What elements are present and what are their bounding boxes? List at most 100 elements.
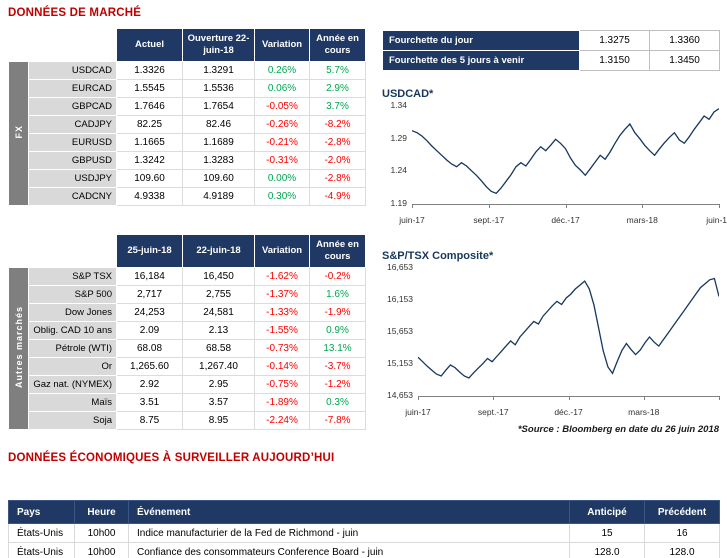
table-row: Soja 8.75 8.95 -2.24% -7.8% [9, 411, 366, 430]
cell-variation: 0.00% [254, 169, 310, 188]
cell-date1: 3.51 [116, 393, 183, 412]
table-row: EURCAD 1.5545 1.5536 0.06% 2.9% [9, 79, 366, 98]
cell-date2: 2.95 [182, 375, 255, 394]
range-low: 1.3150 [579, 50, 650, 71]
cell-date1: 68.08 [116, 339, 183, 358]
econ-header-evenement: Événement [128, 500, 570, 524]
row-label: USDJPY [28, 169, 117, 188]
x-tick-label: sept.-17 [473, 215, 505, 225]
tsx-plot-area [418, 266, 720, 400]
table-row: Dow Jones 24,253 24,581 -1.33% -1.9% [9, 303, 366, 322]
cell-variation: -0.31% [254, 151, 310, 170]
x-axis-labels: juin-17 sept.-17 déc.-17 mars-18 juin-18 [399, 212, 727, 225]
cell-date1: 2.92 [116, 375, 183, 394]
cell-variation: -0.26% [254, 115, 310, 134]
row-label: USDCAD [28, 61, 117, 80]
range-label: Fourchette des 5 jours à venir [382, 50, 580, 71]
table-row: États-Unis 10h00 Indice manufacturier de… [8, 523, 720, 543]
econ-header-pays: Pays [8, 500, 75, 524]
cell-actuel: 4.9338 [116, 187, 183, 206]
table-row: Fourchette des 5 jours à venir 1.3150 1.… [382, 50, 720, 71]
cell-variation: -0.14% [254, 357, 310, 376]
cell-ytd: 3.7% [309, 97, 366, 116]
cell-ytd: -1.9% [309, 303, 366, 322]
cell-ytd: 5.7% [309, 61, 366, 80]
axis-tick [488, 204, 490, 208]
table-row: Gaz nat. (NYMEX) 2.92 2.95 -0.75% -1.2% [9, 375, 366, 394]
axis-tick [568, 396, 570, 400]
cell-date2: 2.13 [182, 321, 255, 340]
cell-date1: 2,717 [116, 285, 183, 304]
row-label: CADJPY [28, 115, 117, 134]
table-row: GBPUSD 1.3242 1.3283 -0.31% -2.0% [9, 151, 366, 170]
fx-header-ytd: Année en cours [309, 28, 366, 62]
markets-header-row: 25-juin-18 22-juin-18 Variation Année en… [9, 234, 366, 268]
table-row: CADJPY 82.25 82.46 -0.26% -8.2% [9, 115, 366, 134]
x-tick-label: juin-18 [706, 215, 727, 225]
cell-ytd: -0.2% [309, 267, 366, 286]
cell-precedent: 128.0 [644, 542, 720, 558]
fx-header-ouverture: Ouverture 22-juin-18 [182, 28, 255, 62]
table-row: GBPCAD 1.7646 1.7654 -0.05% 3.7% [9, 97, 366, 116]
cell-variation: 0.26% [254, 61, 310, 80]
cell-actuel: 82.25 [116, 115, 183, 134]
cell-date1: 2.09 [116, 321, 183, 340]
cell-variation: 0.06% [254, 79, 310, 98]
table-row: EURUSD 1.1665 1.1689 -0.21% -2.8% [9, 133, 366, 152]
cell-date1: 16,184 [116, 267, 183, 286]
cell-ytd: -7.8% [309, 411, 366, 430]
y-tick-label: 16,653 [387, 262, 413, 272]
axis-tick [493, 396, 495, 400]
chart-title: USDCAD* [382, 88, 434, 100]
cell-date2: 3.57 [182, 393, 255, 412]
cell-pays: États-Unis [8, 523, 75, 543]
y-tick-label: 15,153 [387, 358, 413, 368]
cell-precedent: 16 [644, 523, 720, 543]
cell-ouverture: 4.9189 [182, 187, 255, 206]
cell-date2: 1,267.40 [182, 357, 255, 376]
cell-ouverture: 1.5536 [182, 79, 255, 98]
fx-header-row: Actuel Ouverture 22-juin-18 Variation An… [9, 28, 366, 62]
cell-variation: -0.05% [254, 97, 310, 116]
cell-actuel: 1.1665 [116, 133, 183, 152]
cell-date2: 24,581 [182, 303, 255, 322]
cell-ytd: -2.8% [309, 133, 366, 152]
axis-tick [412, 204, 413, 208]
y-tick-label: 15,653 [387, 326, 413, 336]
y-tick-label: 1.34 [390, 100, 407, 110]
cell-variation: -1.37% [254, 285, 310, 304]
chart-title: S&P/TSX Composite* [382, 250, 494, 262]
cell-variation: -0.75% [254, 375, 310, 394]
cell-date2: 16,450 [182, 267, 255, 286]
cell-actuel: 1.5545 [116, 79, 183, 98]
usdcad-plot-area [412, 104, 720, 208]
table-row: S&P 500 2,717 2,755 -1.37% 1.6% [9, 285, 366, 304]
cell-anticipe: 15 [569, 523, 645, 543]
cell-ytd: -8.2% [309, 115, 366, 134]
axis-tick [719, 396, 720, 400]
cell-date2: 2,755 [182, 285, 255, 304]
markets-table: 25-juin-18 22-juin-18 Variation Année en… [8, 234, 366, 430]
table-row: Oblig. CAD 10 ans 2.09 2.13 -1.55% 0.9% [9, 321, 366, 340]
cell-ytd: 1.6% [309, 285, 366, 304]
econ-header-anticipe: Anticipé [569, 500, 645, 524]
cell-variation: -1.89% [254, 393, 310, 412]
row-label: Gaz nat. (NYMEX) [28, 375, 117, 394]
table-row: États-Unis 10h00 Confiance des consommat… [8, 542, 720, 558]
y-tick-label: 16,153 [387, 294, 413, 304]
usdcad-chart: USDCAD* 1.34 1.29 1.24 1.19 juin-17 sept… [382, 88, 727, 225]
cell-ouverture: 109.60 [182, 169, 255, 188]
range-low: 1.3275 [579, 30, 650, 51]
cell-ytd: -2.0% [309, 151, 366, 170]
fx-table: Actuel Ouverture 22-juin-18 Variation An… [8, 28, 366, 206]
page-title-market: DONNÉES DE MARCHÉ [8, 7, 142, 19]
x-tick-label: déc.-17 [554, 407, 583, 417]
fx-header-variation: Variation [254, 28, 310, 62]
y-tick-label: 1.29 [390, 132, 407, 143]
cell-ytd: 2.9% [309, 79, 366, 98]
table-row: Autres marchés S&P TSX 16,184 16,450 -1.… [8, 267, 366, 430]
tsx-chart: S&P/TSX Composite* 16,653 16,153 15,653 … [382, 250, 720, 417]
row-label: Soja [28, 411, 117, 430]
cell-ouverture: 1.3283 [182, 151, 255, 170]
cell-evenement: Confiance des consommateurs Conference B… [128, 542, 570, 558]
